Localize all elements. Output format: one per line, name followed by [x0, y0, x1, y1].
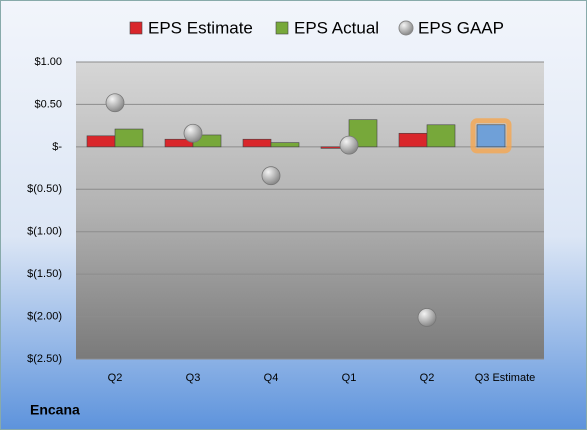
legend-marker	[398, 20, 414, 36]
bar	[476, 124, 506, 148]
footer: Encana	[30, 402, 80, 418]
bar	[426, 124, 456, 148]
plot-area	[76, 62, 544, 359]
gaap-marker	[417, 308, 437, 327]
legend-marker	[275, 21, 289, 35]
bar	[270, 142, 300, 148]
x-tick-label: Q2	[108, 372, 123, 384]
x-tick-label: Q1	[342, 372, 357, 384]
gaap-marker	[183, 123, 203, 143]
y-tick-label: $-	[52, 141, 62, 153]
bar	[242, 138, 272, 148]
legend-label: EPS GAAP	[418, 18, 504, 37]
legend-marker	[129, 21, 143, 35]
highlight-glow	[470, 118, 512, 154]
x-tick-label: Q2	[420, 372, 435, 384]
bar	[86, 135, 116, 148]
gaap-marker	[261, 166, 281, 186]
legend-label: EPS Estimate	[148, 18, 253, 37]
y-tick-label: $(1.00)	[27, 226, 62, 238]
y-tick-label: $(1.50)	[27, 268, 62, 280]
y-tick-label: $(2.50)	[27, 353, 62, 365]
bar	[114, 128, 144, 148]
x-tick-label: Q4	[264, 372, 279, 384]
y-tick-label: $(0.50)	[27, 183, 62, 195]
y-tick-label: $0.50	[34, 98, 62, 110]
y-tick-label: $(2.00)	[27, 310, 62, 322]
legend-label: EPS Actual	[294, 18, 379, 37]
bar	[398, 132, 428, 148]
gaap-marker	[339, 135, 359, 155]
gaap-marker	[105, 93, 125, 113]
x-tick-label: Q3	[186, 372, 201, 384]
y-tick-label: $1.00	[34, 56, 62, 68]
x-tick-label: Q3 Estimate	[475, 372, 536, 384]
